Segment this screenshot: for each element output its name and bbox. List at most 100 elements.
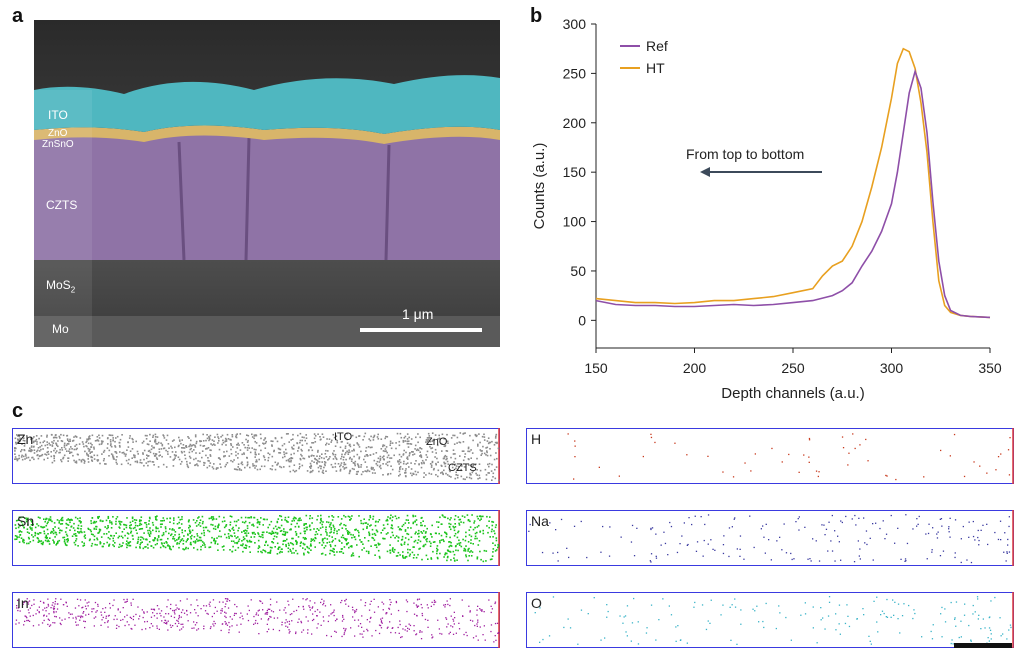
- map-dot: [580, 609, 583, 611]
- map-dot: [320, 624, 322, 626]
- map-dot: [976, 596, 979, 598]
- map-dot: [448, 525, 451, 528]
- map-dot: [1007, 538, 1009, 541]
- map-dot: [98, 531, 100, 534]
- map-dot: [18, 536, 20, 538]
- map-dot: [50, 530, 53, 533]
- map-dot: [142, 453, 144, 455]
- map-dot: [269, 552, 272, 554]
- map-dot: [101, 434, 104, 437]
- map-dot: [841, 521, 843, 524]
- map-dot: [951, 639, 953, 641]
- map-dot: [491, 479, 493, 481]
- map-dot: [209, 605, 211, 607]
- map-dot: [722, 471, 724, 473]
- map-dot: [308, 456, 310, 458]
- map-dot: [343, 618, 345, 620]
- map-dot: [213, 443, 215, 445]
- map-dot: [478, 463, 481, 465]
- map-dot: [231, 535, 233, 538]
- map-dot: [259, 433, 262, 436]
- map-dot: [149, 451, 152, 454]
- map-dot: [243, 538, 246, 540]
- map-dot: [276, 520, 279, 523]
- map-dot: [299, 517, 301, 519]
- map-dot: [130, 604, 132, 606]
- map-dot: [483, 625, 485, 627]
- map-dot: [236, 624, 238, 626]
- map-dot: [539, 607, 541, 609]
- map-dot: [284, 540, 287, 542]
- map-dot: [835, 613, 837, 615]
- map-dot: [144, 621, 146, 623]
- map-dot: [414, 444, 417, 447]
- map-dot: [328, 541, 331, 543]
- map-dot: [448, 545, 450, 548]
- map-dot: [397, 461, 399, 463]
- map-dot: [170, 534, 172, 537]
- map-dot: [305, 616, 307, 618]
- map-dot: [41, 543, 44, 546]
- map-dot: [454, 560, 456, 562]
- map-dot: [264, 447, 267, 449]
- map-dot: [126, 517, 128, 519]
- map-dot: [334, 455, 336, 458]
- map-dot: [497, 546, 499, 549]
- layer-label-czts: CZTS: [46, 198, 78, 212]
- layer-label-ito: ITO: [48, 108, 68, 122]
- map-dot: [339, 465, 341, 468]
- map-dot: [167, 544, 169, 546]
- map-dot: [197, 615, 199, 617]
- map-dot: [631, 524, 634, 527]
- map-dot: [797, 518, 799, 520]
- map-dot: [291, 447, 294, 450]
- map-dot: [303, 436, 305, 439]
- map-dot: [328, 438, 331, 440]
- map-dot: [285, 452, 288, 454]
- map-dot: [276, 463, 279, 466]
- map-dot: [346, 438, 348, 441]
- map-dot: [253, 448, 256, 451]
- map-dot: [497, 545, 500, 547]
- map-dot: [213, 620, 215, 623]
- x-tick-label: 350: [978, 360, 1002, 376]
- map-dot: [473, 522, 475, 524]
- map-dot: [102, 440, 104, 443]
- map-dot: [400, 539, 403, 541]
- map-dot: [736, 548, 738, 550]
- map-dot: [202, 445, 204, 447]
- map-dot: [917, 523, 919, 525]
- map-dot: [477, 605, 479, 607]
- map-dot: [416, 599, 419, 601]
- map-dot: [433, 599, 436, 602]
- map-dot: [663, 531, 665, 533]
- map-dot: [209, 627, 212, 630]
- map-dot: [476, 515, 479, 518]
- map-dot: [266, 631, 268, 633]
- map-dot: [54, 436, 57, 439]
- map-dot: [431, 432, 434, 434]
- map-dot: [198, 452, 201, 454]
- map-dot: [740, 609, 742, 611]
- map-dot: [296, 522, 298, 525]
- map-dot: [329, 524, 331, 526]
- map-dot: [42, 609, 44, 611]
- map-dot: [151, 461, 154, 463]
- map-dot: [181, 447, 183, 449]
- map-dot: [323, 457, 325, 460]
- map-dot: [119, 451, 121, 453]
- map-dot: [137, 536, 140, 539]
- map-dot: [280, 437, 283, 439]
- map-dot: [37, 541, 40, 543]
- map-dot: [260, 437, 262, 440]
- map-dot: [978, 614, 980, 616]
- map-dot: [172, 536, 175, 538]
- map-dot: [977, 618, 979, 620]
- map-dot: [34, 526, 37, 529]
- map-dot: [321, 471, 324, 473]
- map-dot: [210, 449, 212, 452]
- map-dot: [269, 546, 272, 549]
- map-dot: [26, 619, 28, 622]
- map-dot: [395, 535, 398, 537]
- map-dot: [26, 435, 28, 437]
